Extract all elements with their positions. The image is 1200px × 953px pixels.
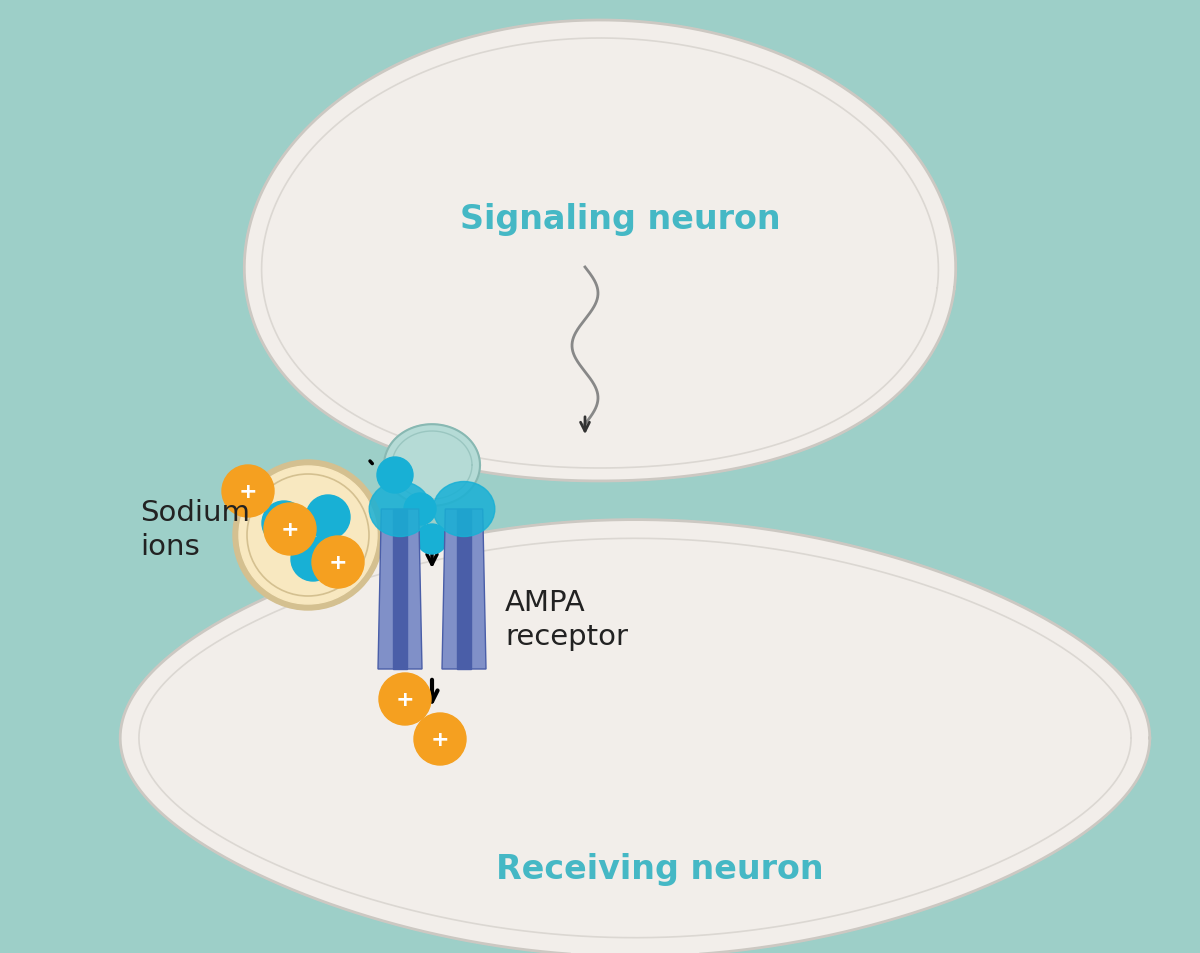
Circle shape [377, 457, 413, 494]
Circle shape [312, 537, 364, 588]
Ellipse shape [370, 482, 431, 537]
Text: Receiving neuron: Receiving neuron [496, 853, 824, 885]
Polygon shape [392, 510, 407, 669]
Circle shape [239, 467, 377, 604]
Text: +: + [329, 553, 347, 573]
Circle shape [379, 673, 431, 725]
Text: Signaling neuron: Signaling neuron [460, 203, 780, 236]
Circle shape [233, 460, 383, 610]
Circle shape [222, 465, 274, 517]
Polygon shape [245, 21, 955, 481]
Circle shape [292, 537, 335, 581]
Polygon shape [457, 510, 472, 669]
Text: +: + [396, 689, 414, 709]
Text: +: + [281, 519, 299, 539]
Polygon shape [120, 520, 1150, 953]
Text: +: + [239, 481, 257, 501]
Text: +: + [431, 729, 449, 749]
Circle shape [264, 503, 316, 556]
Circle shape [414, 713, 466, 765]
Text: AMPA
receptor: AMPA receptor [505, 588, 628, 651]
Polygon shape [384, 425, 480, 506]
Circle shape [404, 494, 436, 525]
Circle shape [306, 496, 350, 539]
Circle shape [418, 524, 448, 555]
Text: Sodium
ions: Sodium ions [140, 498, 250, 560]
Circle shape [262, 501, 306, 545]
Ellipse shape [433, 482, 494, 537]
Polygon shape [442, 510, 486, 669]
Polygon shape [378, 510, 422, 669]
